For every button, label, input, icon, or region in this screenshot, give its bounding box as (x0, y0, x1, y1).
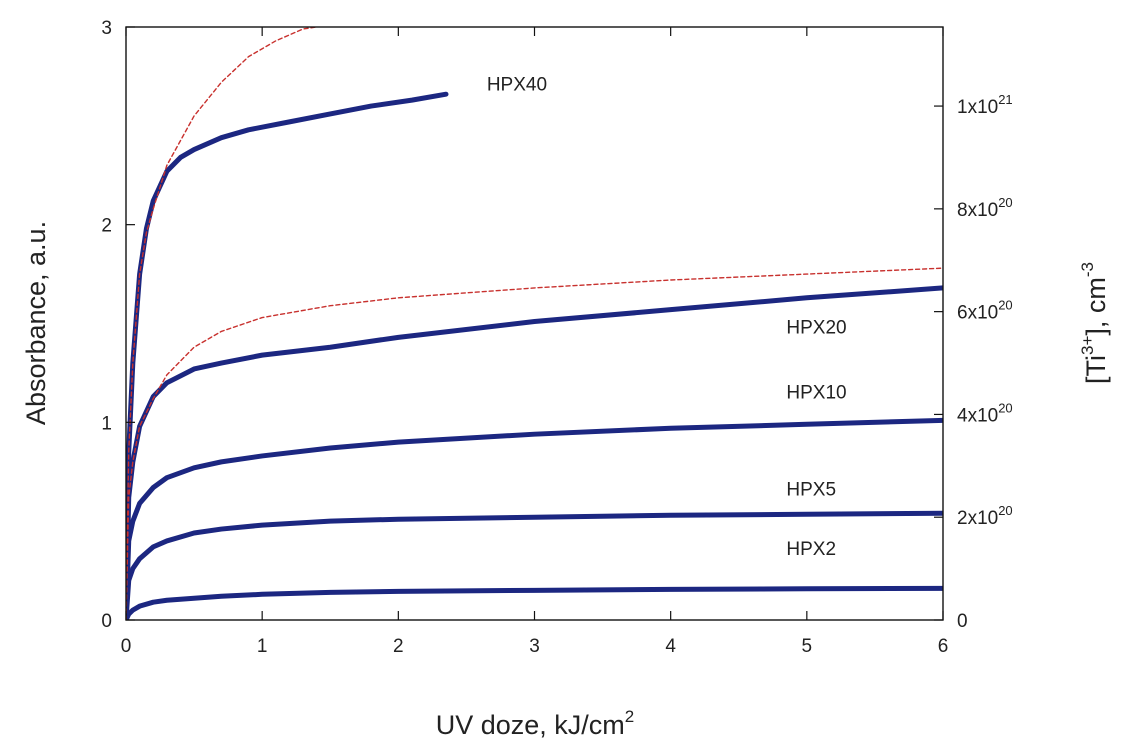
series-label-hpx20: HPX20 (786, 317, 846, 338)
x-axis-title: UV doze, kJ/cm2 (436, 707, 635, 740)
x-tick-label: 4 (665, 636, 676, 657)
x-tick-label: 0 (121, 636, 132, 657)
right-tick-label: 1x1021 (957, 92, 1013, 118)
series-line-hpx5 (126, 510, 943, 620)
right-tick-label: 6x1020 (957, 298, 1013, 324)
right-axis-title-part2: ], cm (1081, 277, 1111, 336)
series-line-hpx2 (126, 585, 943, 620)
series-line-hpx40-fit (126, 27, 318, 620)
series-label-hpx40: HPX40 (487, 74, 547, 95)
series-label-hpx5: HPX5 (786, 479, 836, 500)
x-tick-label: 5 (802, 636, 813, 657)
series-line-hpx20-fit (126, 267, 943, 620)
y-tick-label: 2 (101, 216, 112, 237)
y-axis-title: Absorbance, a.u. (21, 221, 51, 425)
y-tick-label: 0 (101, 611, 112, 632)
x-tick-label: 6 (938, 636, 949, 657)
y-tick-label: 1 (101, 413, 112, 434)
right-tick-label: 0 (957, 611, 968, 632)
right-tick-label: 4x1020 (957, 400, 1013, 426)
x-axis-title-sup: 2 (625, 707, 634, 726)
right-tick-label: 8x1020 (957, 195, 1013, 221)
series-layer (126, 27, 943, 620)
x-tick-label: 3 (529, 636, 540, 657)
annotation-layer: HPX40 HPX20 HPX10 HPX5 HPX2 (487, 74, 847, 560)
x-tick-label: 2 (393, 636, 404, 657)
x-tick-label: 1 (257, 636, 268, 657)
series-label-hpx2: HPX2 (786, 539, 836, 560)
right-axis-title-sup2: -3 (1078, 262, 1097, 277)
right-axis-title-part1: [Ti (1081, 355, 1111, 384)
y-tick-label: 3 (101, 18, 112, 39)
tick-layer: 0 1 2 3 4 5 6012302x10204x10206x10208x10201x10… (101, 18, 1012, 657)
right-tick-label: 2x1020 (957, 503, 1013, 529)
series-line-hpx10 (126, 417, 943, 620)
series-label-hpx10: HPX10 (786, 383, 846, 404)
right-axis-title-sup1: 3+ (1078, 336, 1097, 355)
right-axis-title: [Ti3+], cm-3 (1078, 262, 1111, 384)
